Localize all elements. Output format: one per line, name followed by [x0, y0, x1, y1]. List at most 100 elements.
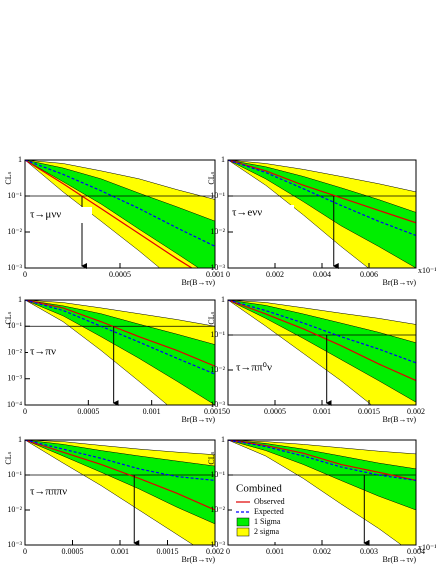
legend-label: 1 Sigma — [254, 517, 281, 526]
x-tick-label: 0.004 — [313, 270, 331, 279]
annotation-bg — [28, 484, 92, 500]
y-tick-label: 10⁻² — [210, 365, 225, 374]
x-tick-label: 0.006 — [360, 270, 378, 279]
band — [228, 160, 416, 268]
annotation: τ→μνν — [30, 209, 61, 221]
annotation: τ→ππ⁰ν — [236, 362, 272, 374]
y-tick-label: 10⁻³ — [210, 263, 225, 272]
y-axis-label: CLₛ — [4, 451, 13, 464]
legend-swatch — [236, 527, 250, 537]
cls-line — [228, 160, 416, 224]
plot-area — [228, 300, 416, 405]
x-tick-label: 0.0005 — [77, 407, 99, 416]
x-tick-label: 0.004 — [407, 547, 425, 556]
x-tick-label: 0.002 — [266, 270, 284, 279]
x-axis-label: Br(B→τν) — [182, 278, 216, 287]
annotation-bg — [234, 360, 298, 376]
plot-area — [228, 160, 416, 268]
x-tick-label: 0 — [23, 547, 27, 556]
y-tick-label: 10⁻³ — [210, 400, 225, 409]
cls-line — [25, 440, 215, 511]
plot-area — [228, 440, 416, 545]
legend-swatch — [236, 517, 250, 527]
plot-area — [25, 440, 215, 545]
cls-line — [25, 300, 215, 375]
x-tick-label: 0.0015 — [204, 407, 226, 416]
x-axis-multiplier: x10⁻¹ — [418, 266, 436, 275]
y-tick-label: 10⁻² — [210, 505, 225, 514]
panel: 10⁻³ 10⁻² 10⁻¹ 1 0 0.002 0.004 0.006 Br(B→τν) CLₛ… — [207, 155, 436, 287]
y-axis-label: CLₛ — [4, 311, 13, 324]
band — [25, 440, 215, 525]
y-tick-label: 10⁻² — [210, 227, 225, 236]
band — [25, 300, 215, 405]
y-axis-label: CLₛ — [207, 311, 216, 324]
x-axis-multiplier: x10⁻¹ — [418, 543, 436, 552]
annotation: τ→eνν — [232, 207, 262, 219]
x-axis-label: Br(B→τν) — [182, 555, 216, 564]
y-axis-label: CLₛ — [207, 451, 216, 464]
y-tick-label: 10⁻¹ — [7, 470, 22, 479]
x-tick-label: 0 — [23, 270, 27, 279]
y-tick-label: 1 — [221, 155, 225, 164]
plot-area — [25, 160, 215, 268]
y-tick-label: 1 — [18, 295, 22, 304]
annotation-bg — [230, 205, 294, 221]
cls-line — [25, 300, 215, 367]
band — [25, 160, 215, 268]
x-tick-label: 0.0005 — [109, 270, 131, 279]
x-tick-label: 0.002 — [206, 547, 224, 556]
annotation-bg — [28, 207, 92, 223]
x-tick-label: 0 — [226, 547, 230, 556]
x-axis-label: Br(B→τν) — [182, 415, 216, 424]
x-tick-label: 0 — [226, 407, 230, 416]
y-tick-label: 10⁻³ — [7, 374, 22, 383]
y-tick-label: 10⁻¹ — [210, 191, 225, 200]
x-tick-label: 0.001 — [266, 547, 284, 556]
cls-line — [25, 160, 193, 268]
legend-title: Combined — [236, 483, 282, 495]
panel: 10⁻⁴ 10⁻³ 10⁻² 10⁻¹ 1 0 0.0005 0.001 0.0015Br(B→… — [4, 295, 226, 424]
cls-line — [228, 300, 416, 364]
x-tick-label: 0.002 — [407, 407, 425, 416]
annotation-bg — [28, 344, 92, 360]
x-tick-label: 0.003 — [360, 547, 378, 556]
y-tick-label: 10⁻¹ — [210, 470, 225, 479]
x-tick-label: 0.0005 — [62, 547, 84, 556]
x-axis-label: Br(B→τν) — [383, 415, 417, 424]
legend-label: 2 sigma — [254, 527, 280, 536]
band — [228, 300, 416, 405]
annotation: τ→πππν — [30, 486, 67, 498]
annotation: τ→πν — [30, 346, 56, 358]
cls-line — [25, 160, 215, 247]
cls-line — [228, 300, 416, 382]
x-tick-label: 0.0005 — [264, 407, 286, 416]
panel: 10⁻³ 10⁻² 10⁻¹ 1 0 0.0005 0.001 0.0015 0.002Br(B… — [4, 435, 224, 564]
y-tick-label: 10⁻² — [7, 347, 22, 356]
x-tick-label: 0 — [226, 270, 230, 279]
y-tick-label: 10⁻³ — [7, 263, 22, 272]
y-axis-label: CLₛ — [207, 171, 216, 184]
plot-area — [25, 300, 215, 405]
x-tick-label: 0 — [23, 407, 27, 416]
y-axis-label: CLₛ — [4, 171, 13, 184]
x-tick-label: 0.001 — [111, 547, 129, 556]
y-tick-label: 10⁻³ — [210, 540, 225, 549]
y-tick-label: 10⁻⁴ — [7, 400, 22, 409]
legend-label: Expected — [254, 507, 284, 516]
x-tick-label: 0.0015 — [358, 407, 380, 416]
cls-line — [228, 440, 416, 482]
cls-line — [228, 160, 416, 237]
x-tick-label: 0.001 — [206, 270, 224, 279]
y-tick-label: 10⁻¹ — [7, 191, 22, 200]
x-tick-label: 0.001 — [313, 407, 331, 416]
cls-line — [228, 440, 416, 482]
x-tick-label: 0.001 — [143, 407, 161, 416]
cls-line — [25, 440, 215, 482]
x-axis-label: Br(B→τν) — [383, 278, 417, 287]
x-tick-label: 0.002 — [313, 547, 331, 556]
x-axis-label: Br(B→τν) — [383, 555, 417, 564]
